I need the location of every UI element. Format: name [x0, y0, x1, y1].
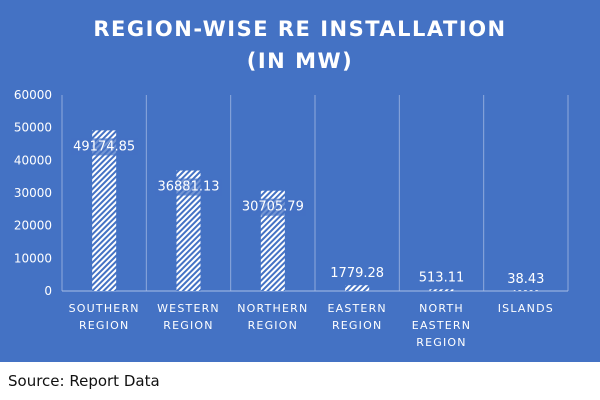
data-label-backdrop [155, 178, 222, 196]
bar [92, 130, 117, 291]
x-tick-label: REGION [79, 319, 129, 332]
x-tick-label: SOUTHERN [69, 302, 140, 315]
bar [513, 290, 538, 291]
chart-svg: REGION-WISE RE INSTALLATION (IN MW) 4917… [14, 17, 569, 349]
x-tick-label: REGION [416, 336, 466, 349]
y-tick-label: 60000 [14, 88, 52, 102]
grid-layer [61, 95, 569, 292]
labels-layer: 49174.85 36881.13 30705.79 1779.28 513.11 38.… [70, 138, 544, 287]
data-label-backdrop [70, 138, 138, 156]
data-label: 513.11 [419, 270, 465, 285]
data-label: 30705.79 [242, 200, 304, 215]
y-tick-label: 40000 [14, 153, 52, 167]
x-tick-label: REGION [332, 319, 382, 332]
bar [429, 289, 454, 291]
bar [345, 285, 370, 291]
data-label: 36881.13 [157, 180, 219, 195]
data-label: 38.43 [507, 272, 544, 287]
chart-panel: REGION-WISE RE INSTALLATION (IN MW) 4917… [0, 0, 600, 362]
x-tick-label: EASTERN [327, 302, 386, 315]
y-axis: 0 10000 20000 30000 40000 50000 60000 [14, 88, 52, 298]
chart-title-line-1: REGION-WISE RE INSTALLATION [93, 17, 506, 41]
y-tick-label: 0 [44, 284, 52, 298]
x-tick-label: WESTERN [157, 302, 220, 315]
chart-title-line-2: (IN MW) [247, 49, 353, 73]
data-label: 49174.85 [73, 139, 135, 154]
y-tick-label: 20000 [14, 219, 52, 233]
x-tick-label: ISLANDS [498, 302, 554, 315]
x-tick-label: NORTHERN [237, 302, 308, 315]
x-tick-label: EASTERN [412, 319, 471, 332]
y-tick-label: 50000 [14, 121, 52, 135]
y-tick-label: 10000 [14, 251, 52, 265]
x-axis: SOUTHERN REGION WESTERN REGION NORTHERN REGIO… [69, 302, 554, 349]
data-label: 1779.28 [330, 266, 384, 281]
x-tick-label: REGION [248, 319, 298, 332]
x-tick-label: REGION [163, 319, 213, 332]
x-tick-label: NORTH [419, 302, 464, 315]
source-note: Source: Report Data [8, 372, 160, 390]
y-tick-label: 30000 [14, 186, 52, 200]
data-label-backdrop [239, 198, 307, 216]
